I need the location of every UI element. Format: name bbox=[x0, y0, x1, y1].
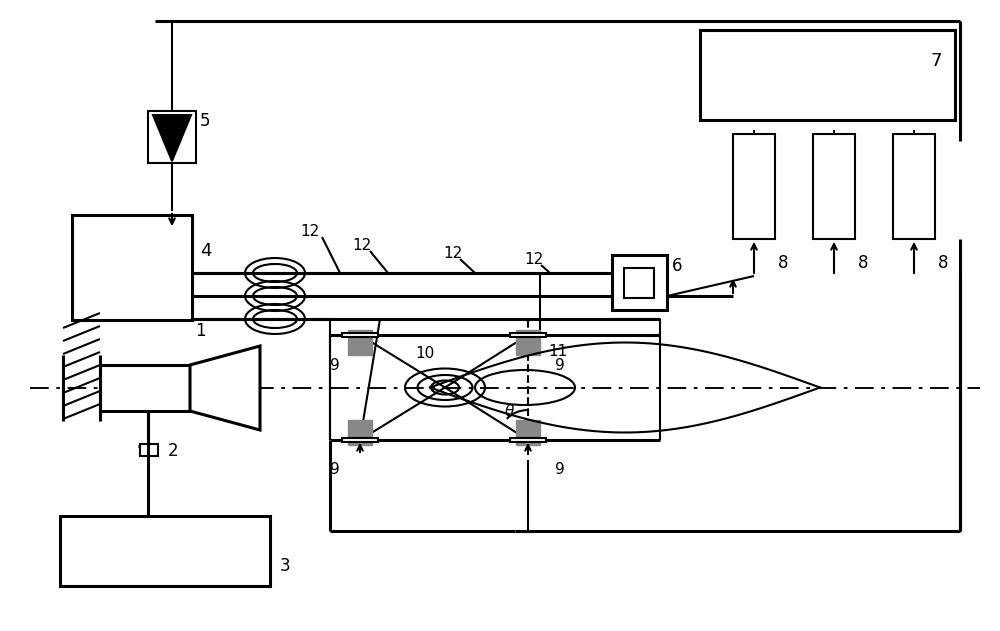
Bar bbox=[813, 134, 855, 239]
Text: 1: 1 bbox=[195, 322, 205, 340]
Text: 9: 9 bbox=[555, 358, 565, 374]
Text: 9: 9 bbox=[330, 461, 340, 476]
Polygon shape bbox=[190, 346, 260, 430]
Text: $\theta$: $\theta$ bbox=[504, 403, 516, 419]
Bar bbox=[342, 438, 378, 442]
Bar bbox=[510, 438, 546, 442]
Bar bbox=[342, 333, 378, 337]
Bar bbox=[60, 516, 270, 586]
Text: 11: 11 bbox=[548, 343, 567, 358]
Text: 9: 9 bbox=[330, 358, 340, 374]
Bar bbox=[893, 134, 935, 239]
Bar bbox=[140, 444, 158, 456]
Text: 12: 12 bbox=[300, 223, 320, 239]
Text: 5: 5 bbox=[200, 112, 210, 130]
Text: 4: 4 bbox=[200, 242, 212, 260]
Text: 10: 10 bbox=[415, 346, 434, 360]
Text: 8: 8 bbox=[858, 254, 868, 272]
Text: 7: 7 bbox=[930, 52, 942, 70]
Bar bbox=[348, 420, 372, 445]
Bar bbox=[72, 215, 192, 320]
Bar bbox=[516, 330, 540, 355]
Text: 9: 9 bbox=[555, 461, 565, 476]
Text: 6: 6 bbox=[672, 257, 682, 275]
Text: 12: 12 bbox=[524, 252, 544, 266]
Bar bbox=[348, 330, 372, 355]
Polygon shape bbox=[153, 115, 191, 161]
Text: 2: 2 bbox=[168, 442, 179, 460]
Text: 8: 8 bbox=[938, 254, 948, 272]
Text: 12: 12 bbox=[352, 237, 372, 252]
Text: 8: 8 bbox=[778, 254, 788, 272]
Bar bbox=[100, 365, 190, 411]
Bar bbox=[510, 333, 546, 337]
Bar bbox=[612, 255, 667, 310]
Text: 12: 12 bbox=[443, 245, 463, 261]
Bar bbox=[624, 268, 654, 298]
Bar bbox=[733, 134, 775, 239]
Bar bbox=[148, 111, 196, 163]
Bar bbox=[516, 420, 540, 445]
Bar bbox=[700, 30, 955, 120]
Text: 3: 3 bbox=[280, 557, 291, 575]
